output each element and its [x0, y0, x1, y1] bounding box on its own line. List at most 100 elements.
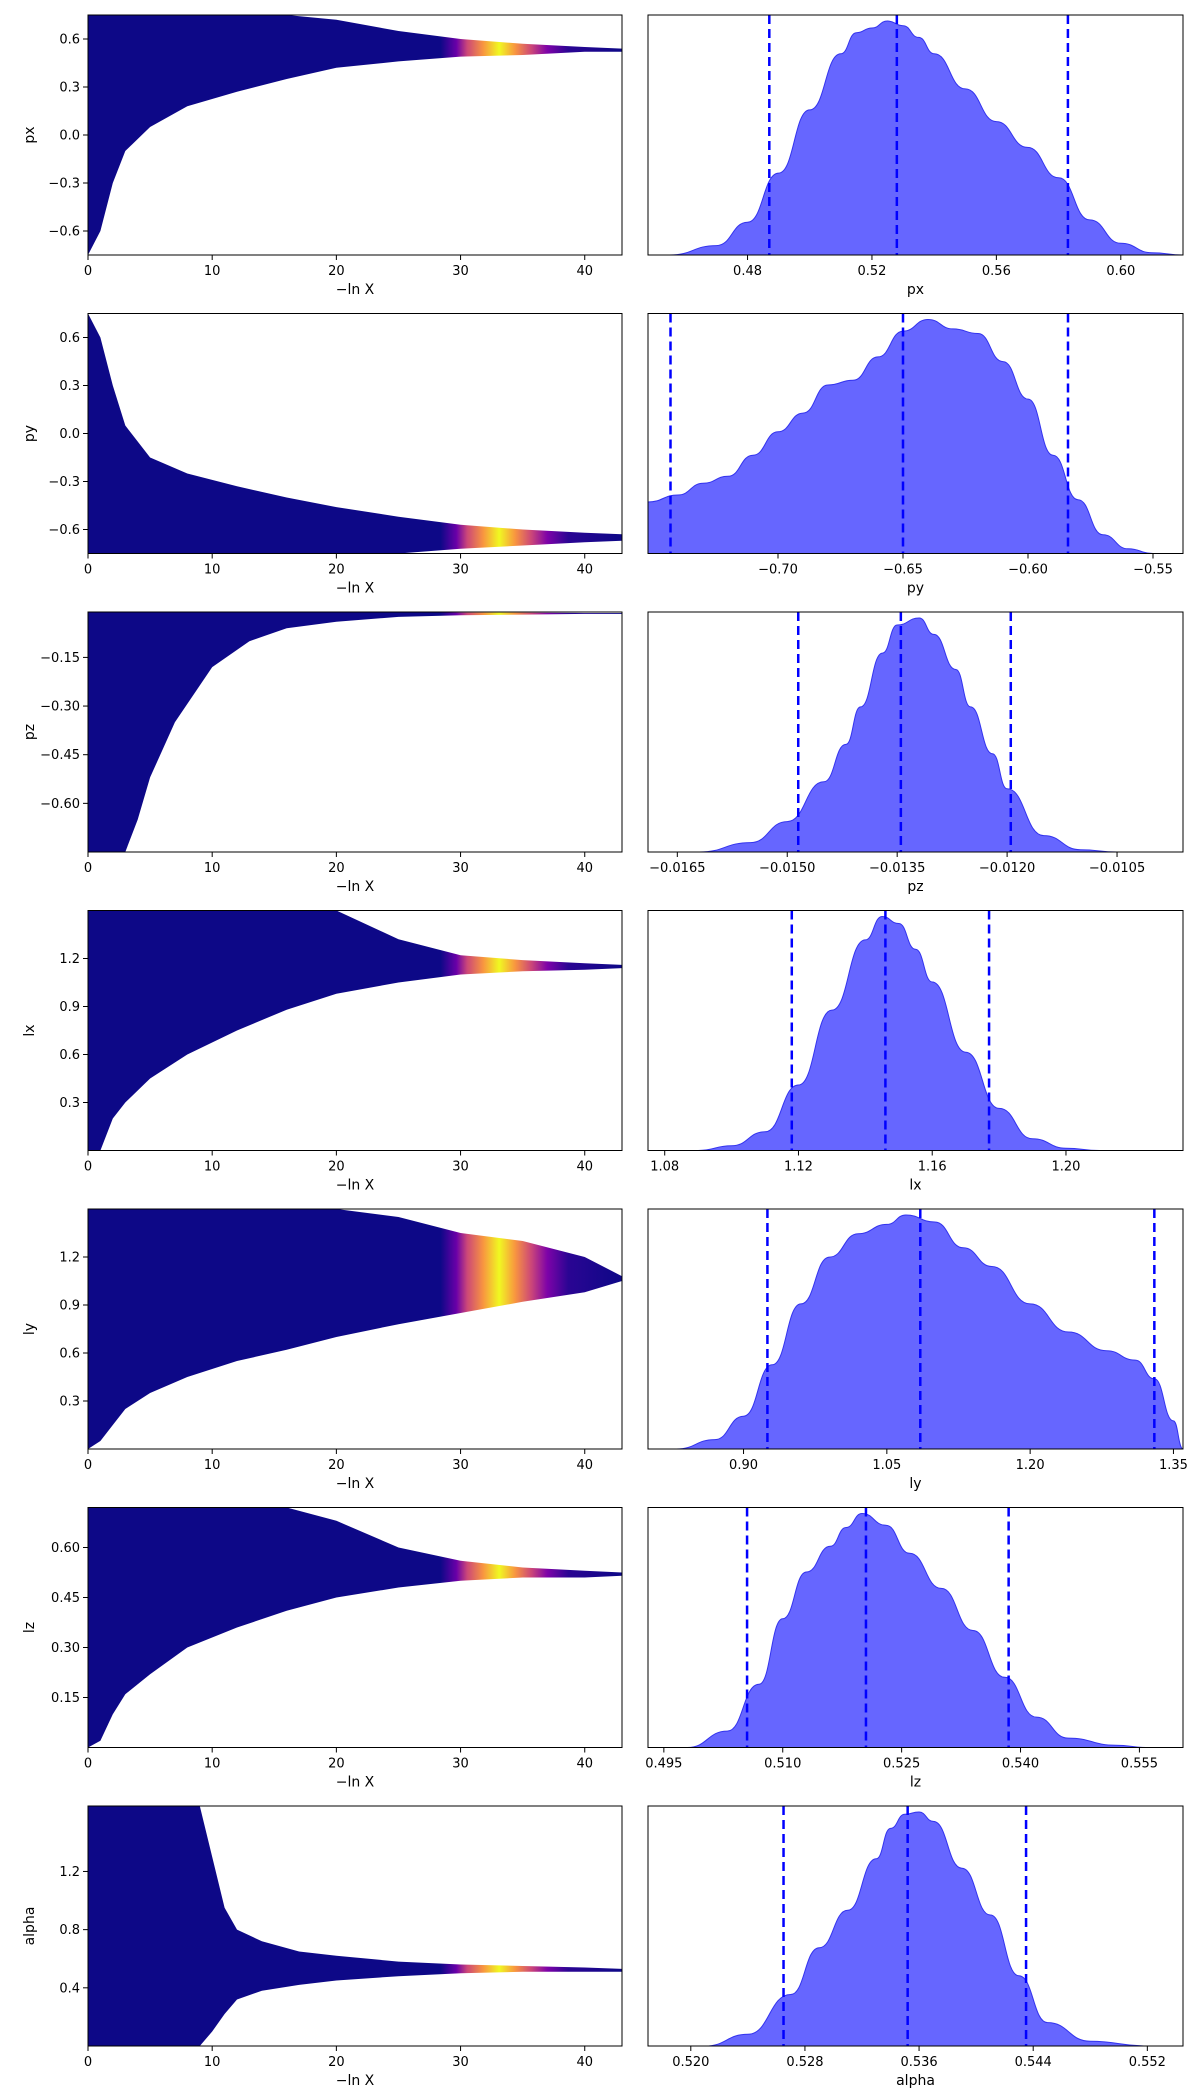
density-panel-2: −0.0165 −0.0150 −0.0135 −0.0120 −0.0105 pz [647, 611, 1184, 895]
y-tick-label: −0.6 [48, 225, 80, 240]
x-tick-label: 30 [452, 1160, 469, 1175]
axes-frame [87, 1805, 623, 2047]
y-tick-label: 0.0 [59, 129, 80, 144]
x-tick-label: 0.520 [672, 2055, 709, 2070]
y-axis-label: py [22, 425, 38, 442]
samples-cloud [88, 1507, 622, 1748]
y-tick-label: 0.8 [59, 1923, 80, 1938]
trace-panel-4: 0 10 20 30 40 1.2 0.9 0.6 0.3 −ln X ly [22, 1208, 623, 1492]
density-fill [648, 318, 1154, 554]
x-tick-label: 0.510 [764, 1757, 801, 1772]
x-tick-label: 30 [452, 2055, 469, 2070]
x-tick-label: 10 [204, 1458, 221, 1473]
axes-frame [647, 611, 1184, 853]
x-tick-label: 1.20 [1016, 1458, 1045, 1473]
y-axis-label: pz [22, 724, 38, 740]
x-axis-label: −ln X [336, 2073, 375, 2089]
x-tick-label: 40 [576, 563, 593, 578]
x-tick-label: 0.536 [900, 2055, 937, 2070]
density-fill [699, 617, 1118, 852]
x-tick-label: 0.495 [645, 1757, 682, 1772]
density-fill [687, 1512, 1148, 1748]
x-tick-label: 0 [84, 563, 92, 578]
x-tick-label: 0.90 [729, 1458, 758, 1473]
x-tick-label: 40 [576, 861, 593, 876]
x-tick-label: −0.0120 [979, 861, 1035, 876]
density-panel-4: 0.90 1.05 1.20 1.35 ly [647, 1208, 1188, 1492]
y-tick-label: 0.15 [51, 1691, 80, 1706]
x-tick-label: 40 [576, 2055, 593, 2070]
x-tick-label: 0.52 [857, 264, 886, 279]
y-tick-label: 0.6 [59, 331, 80, 346]
density-fill [676, 1214, 1183, 1449]
x-tick-label: 0 [84, 1160, 92, 1175]
y-tick-label: 0.9 [59, 1000, 80, 1015]
x-tick-label: 0.525 [883, 1757, 920, 1772]
trace-panel-6: 0 10 20 30 40 1.2 0.8 0.4 −ln X alpha [22, 1805, 623, 2089]
x-tick-label: 0.555 [1121, 1757, 1158, 1772]
x-tick-label: 30 [452, 1757, 469, 1772]
x-tick-label: 0 [84, 2055, 92, 2070]
axes-frame [647, 14, 1184, 256]
x-tick-label: 1.08 [650, 1160, 679, 1175]
y-tick-label: 1.2 [59, 1865, 80, 1880]
x-tick-label: 20 [328, 1757, 345, 1772]
samples-cloud [88, 313, 622, 554]
samples-cloud [88, 15, 622, 255]
x-tick-label: 1.20 [1051, 1160, 1080, 1175]
y-axis-label: px [22, 126, 38, 143]
trace-panel-5: 0 10 20 30 40 0.60 0.45 0.30 0.15 −ln X lz [22, 1507, 623, 1791]
trace-panel-0: 0 10 20 30 40 −0.6 −0.3 0.0 0.3 0.6 −ln X px [22, 14, 623, 298]
x-axis-label: px [907, 282, 924, 298]
y-tick-label: −0.15 [40, 651, 80, 666]
y-tick-label: −0.3 [48, 475, 80, 490]
x-tick-label: 0.528 [786, 2055, 823, 2070]
x-tick-label: −0.70 [758, 563, 798, 578]
axes-frame [87, 910, 623, 1151]
x-tick-label: 30 [452, 861, 469, 876]
x-tick-label: 30 [452, 1458, 469, 1473]
density-panel-5: 0.495 0.510 0.525 0.540 0.555 lz [645, 1507, 1184, 1791]
x-tick-label: 30 [452, 563, 469, 578]
x-tick-label: 1.05 [872, 1458, 901, 1473]
x-tick-label: 10 [204, 563, 221, 578]
x-tick-label: −0.0150 [759, 861, 815, 876]
x-tick-label: 1.16 [918, 1160, 947, 1175]
x-tick-label: 40 [576, 1757, 593, 1772]
samples-cloud [88, 1209, 622, 1449]
x-tick-label: −0.0105 [1089, 861, 1145, 876]
axes-frame [87, 313, 623, 554]
y-tick-label: 1.2 [59, 1251, 80, 1266]
y-tick-label: 0.4 [59, 1981, 80, 1996]
y-tick-label: −0.3 [48, 177, 80, 192]
density-panel-3: 1.08 1.12 1.16 1.20 lx [647, 910, 1184, 1194]
x-tick-label: 0 [84, 1757, 92, 1772]
x-tick-label: 40 [576, 1160, 593, 1175]
x-tick-label: −0.0165 [649, 861, 705, 876]
y-tick-label: −0.6 [48, 523, 80, 538]
y-tick-label: −0.60 [40, 797, 80, 812]
x-tick-label: 10 [204, 861, 221, 876]
x-tick-label: 0.552 [1129, 2055, 1166, 2070]
y-tick-label: 0.6 [59, 1048, 80, 1063]
y-tick-label: 0.6 [59, 33, 80, 48]
axes-frame [87, 1507, 623, 1748]
y-tick-label: 0.3 [59, 1395, 80, 1410]
x-tick-label: 0.48 [733, 264, 762, 279]
trace-panel-3: 0 10 20 30 40 1.2 0.9 0.6 0.3 −ln X lx [22, 910, 623, 1194]
x-tick-label: 40 [576, 264, 593, 279]
y-tick-label: 0.3 [59, 379, 80, 394]
y-tick-label: 0.9 [59, 1299, 80, 1314]
y-tick-label: −0.45 [40, 748, 80, 763]
axes-frame [87, 611, 623, 853]
x-tick-label: 0 [84, 264, 92, 279]
x-axis-label: −ln X [336, 1775, 375, 1791]
y-tick-label: 0.3 [59, 81, 80, 96]
axes-frame [87, 14, 623, 256]
y-tick-label: 0.30 [51, 1641, 80, 1656]
x-tick-label: −0.65 [883, 563, 923, 578]
y-axis-label: lx [22, 1024, 38, 1036]
y-tick-label: 0.6 [59, 1347, 80, 1362]
samples-cloud [88, 910, 622, 1151]
